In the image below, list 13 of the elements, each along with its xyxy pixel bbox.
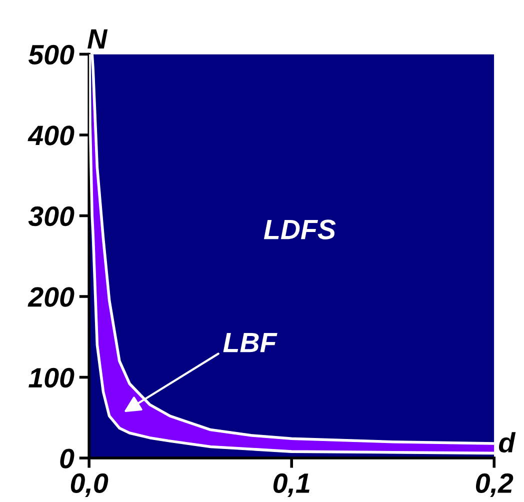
- x-tick-label: 0,0: [70, 473, 108, 498]
- y-tick-label: 500: [28, 44, 74, 65]
- annotation: LBF: [223, 333, 278, 352]
- y-tick-label: 400: [28, 126, 74, 146]
- x-tick-label: 0,2: [476, 473, 514, 498]
- y-tick-label: 200: [28, 287, 74, 307]
- annotation: LDFS: [264, 220, 336, 240]
- y-tick-label: 100: [28, 368, 74, 388]
- y-axis-title: N: [88, 29, 108, 48]
- x-axis-title: d: [498, 432, 516, 453]
- y-tick-label: 0: [60, 448, 74, 468]
- y-tick-label: 300: [28, 206, 74, 226]
- x-tick-label: 0,1: [273, 473, 310, 498]
